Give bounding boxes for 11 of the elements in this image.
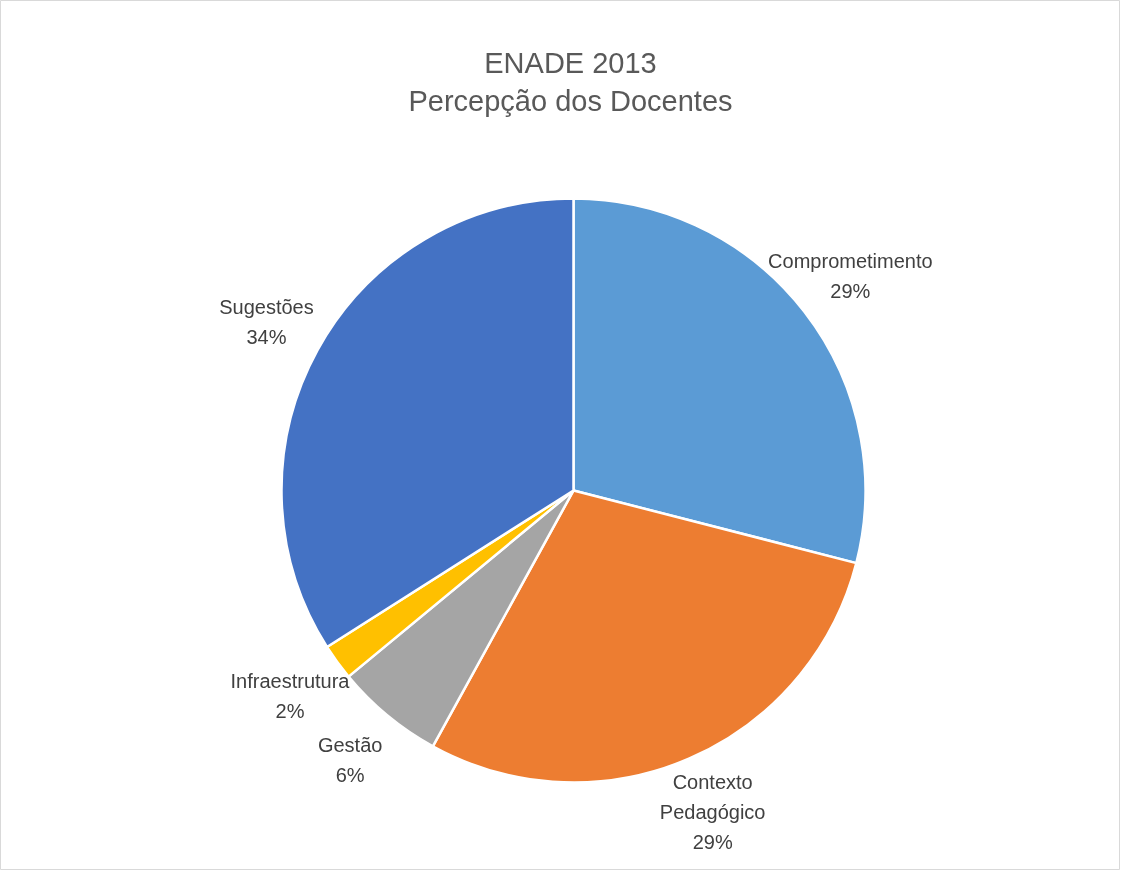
- data-label: 2%: [275, 700, 305, 723]
- slice-label: Infraestrutura: [230, 670, 351, 693]
- data-label: 6%: [335, 764, 365, 787]
- slice-label: Sugestões: [219, 295, 314, 318]
- data-label: 34%: [246, 325, 287, 348]
- data-label: 29%: [830, 279, 871, 302]
- chart-title: ENADE 2013 Percepção dos Docentes: [408, 46, 733, 117]
- slice-label: Comprometimento: [768, 249, 933, 272]
- slice-label: Gestão: [317, 734, 383, 757]
- data-label: 29%: [692, 831, 733, 854]
- slice-label: Contexto Pedagógico: [659, 771, 766, 824]
